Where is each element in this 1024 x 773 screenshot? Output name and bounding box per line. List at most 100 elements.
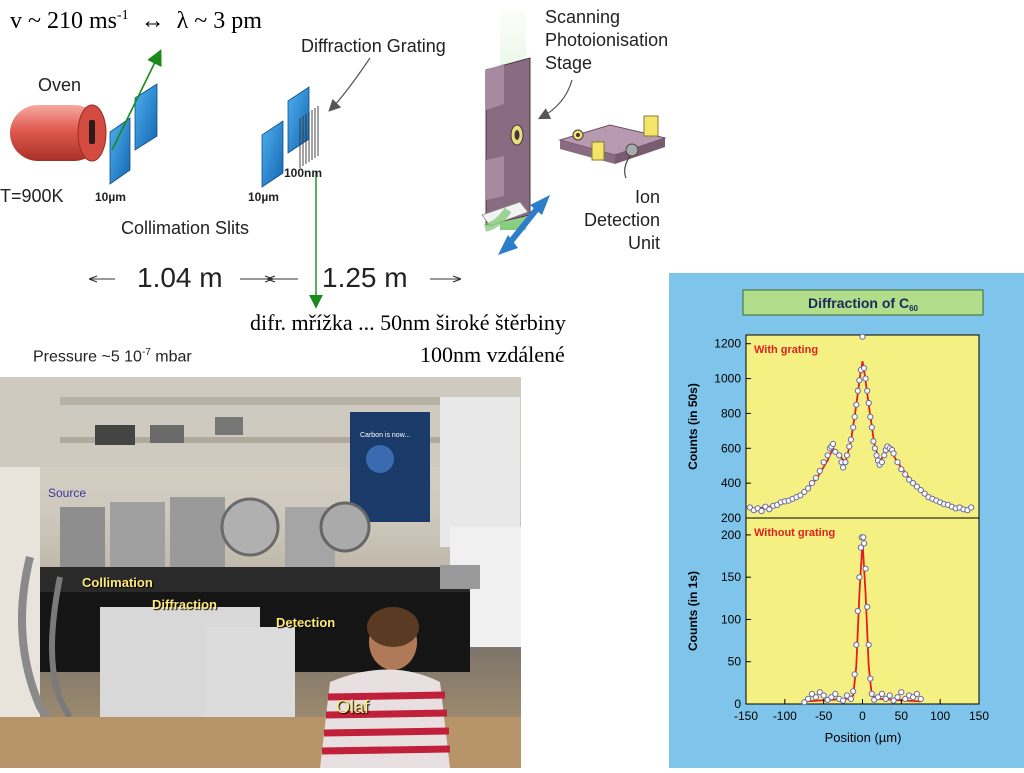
data-point	[853, 401, 860, 408]
photo-label-diffraction: Diffraction	[152, 597, 217, 612]
data-point	[812, 474, 819, 481]
data-point	[856, 574, 863, 581]
photo-label-person: Olaf	[336, 697, 370, 717]
data-point	[840, 464, 847, 471]
data-point	[873, 452, 880, 459]
collimation-slits-label: Collimation Slits	[121, 218, 250, 238]
data-point	[816, 689, 823, 696]
data-point	[906, 476, 913, 483]
y-tick-label: 150	[721, 570, 741, 584]
x-tick-label: -100	[773, 709, 797, 723]
y-axis-label: Counts (in 50s)	[686, 383, 700, 470]
photo-label-source: Source	[48, 486, 87, 500]
lab-photo-scene	[0, 377, 521, 768]
data-point	[913, 690, 920, 697]
data-point	[857, 544, 864, 551]
chart-title: Diffraction of C60	[808, 295, 919, 313]
data-point	[909, 694, 917, 701]
data-point	[829, 440, 837, 447]
velocity-wavelength-label: v ~ 210 ms-1 ↔ λ ~ 3 pm	[10, 8, 262, 34]
photo-poster-text: Carbon is now...	[360, 432, 411, 439]
data-point	[824, 452, 831, 459]
data-point	[828, 694, 835, 701]
data-point	[864, 603, 871, 610]
data-point	[805, 695, 812, 702]
data-point	[881, 452, 888, 459]
data-point	[801, 488, 808, 495]
data-point	[846, 443, 853, 450]
data-point	[870, 438, 877, 445]
stage-label-line: Scanning	[545, 7, 621, 27]
data-point	[894, 694, 901, 701]
data-point	[843, 452, 851, 459]
diffraction-chart-panel: Diffraction of C60 With grating 200 400 600 8…	[669, 273, 1024, 768]
velocity-arrow	[111, 49, 162, 151]
data-point	[856, 377, 863, 384]
data-point	[865, 399, 872, 407]
x-tick-label: -50	[815, 709, 833, 723]
data-point	[902, 695, 909, 702]
diffraction-chart: Diffraction of C60 With grating 200 400 600 8…	[686, 289, 989, 745]
data-point	[854, 607, 861, 615]
ion-label-line: Ion	[634, 187, 660, 207]
data-point	[913, 483, 920, 490]
data-point	[865, 641, 872, 648]
temperature-label: T=900K	[0, 186, 64, 206]
data-point	[853, 641, 860, 648]
distance-label-1: 1.04 m	[137, 262, 223, 293]
y-tick-label: 800	[721, 406, 741, 420]
x-axis-label: Position (µm)	[825, 730, 902, 745]
data-point	[843, 692, 851, 699]
data-point	[882, 695, 889, 702]
x-tick-label: 150	[969, 709, 989, 723]
data-point	[867, 413, 874, 420]
slit2-width-label: 10µm	[248, 190, 279, 204]
data-point	[854, 387, 861, 394]
x-tick-label: 0	[859, 709, 866, 723]
data-point	[797, 492, 804, 499]
czech-annotation-1: difr. mřížka ... 50nm široké štěrbiny	[250, 310, 566, 335]
data-point	[909, 480, 917, 487]
data-point	[836, 452, 843, 459]
data-point	[766, 506, 773, 513]
data-point	[820, 459, 827, 466]
data-point	[820, 692, 827, 699]
data-point	[832, 448, 839, 455]
data-point	[850, 424, 857, 431]
data-point	[867, 675, 874, 682]
data-point	[847, 695, 854, 702]
oven-label: Oven	[38, 75, 82, 95]
panel-label: Without grating	[754, 527, 835, 539]
data-point	[898, 689, 905, 696]
y-tick-label: 600	[721, 441, 741, 455]
y-tick-label: 100	[721, 612, 741, 626]
y-tick-label: 200	[721, 511, 741, 525]
data-point	[874, 694, 882, 701]
data-point	[921, 490, 928, 497]
data-point	[878, 459, 885, 466]
data-point	[758, 507, 765, 515]
panel-label: With grating	[754, 344, 818, 356]
data-point	[968, 504, 975, 511]
data-point	[890, 450, 897, 457]
data-point	[851, 413, 858, 420]
y-tick-label: 200	[721, 528, 741, 542]
data-point	[868, 424, 875, 431]
data-point	[871, 445, 878, 452]
data-point	[898, 466, 905, 473]
data-point	[850, 688, 857, 695]
x-tick-label: 50	[895, 709, 909, 723]
oven-icon	[10, 104, 107, 162]
pressure-label: Pressure ~5 10-7 mbar	[33, 347, 192, 366]
y-axis-label: Counts (in 1s)	[686, 571, 700, 651]
ion-label-line: Unit	[627, 233, 660, 253]
stage-label-line: Stage	[545, 53, 593, 73]
data-point	[859, 333, 866, 340]
data-point	[862, 565, 869, 572]
data-point	[805, 485, 812, 492]
x-tick-label: -150	[734, 709, 758, 723]
data-point	[917, 695, 924, 702]
distance-label-2: 1.25 m	[322, 262, 408, 293]
ion-detection-unit-icon	[558, 115, 667, 179]
data-point	[861, 540, 868, 547]
